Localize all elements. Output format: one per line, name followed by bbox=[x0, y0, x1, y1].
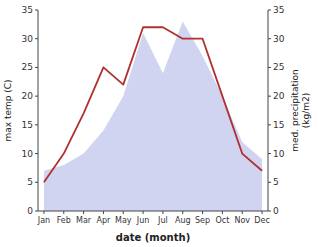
x-tick bbox=[83, 211, 84, 214]
x-axis bbox=[38, 211, 268, 212]
y2-tick bbox=[268, 124, 271, 125]
x-tick bbox=[222, 211, 223, 214]
y2-tick-label: 5 bbox=[273, 177, 279, 187]
y-tick bbox=[35, 124, 38, 125]
y2-tick-label: 15 bbox=[273, 120, 284, 130]
y-tick-label: 35 bbox=[22, 5, 33, 15]
x-tick-label: Jan bbox=[37, 216, 50, 225]
y2-tick bbox=[268, 182, 271, 183]
x-tick-label: Jul bbox=[157, 216, 168, 225]
y2-tick bbox=[268, 153, 271, 154]
right-axis bbox=[268, 10, 269, 211]
x-tick bbox=[103, 211, 104, 214]
y-tick bbox=[35, 153, 38, 154]
y2-axis-label: med. precipitation(kg/m2) bbox=[290, 69, 311, 151]
y2-tick bbox=[268, 10, 271, 11]
y-tick bbox=[35, 211, 38, 212]
y2-tick-label: 30 bbox=[273, 34, 285, 44]
y-tick bbox=[35, 67, 38, 68]
x-tick-label: Apr bbox=[97, 216, 112, 225]
x-tick bbox=[162, 211, 163, 214]
y-tick bbox=[35, 96, 38, 97]
y2-tick-label: 25 bbox=[273, 62, 284, 72]
y-tick bbox=[35, 38, 38, 39]
x-tick-label: Oct bbox=[215, 216, 229, 225]
x-tick-label: Nov bbox=[234, 216, 250, 225]
y2-tick-label: 10 bbox=[273, 149, 285, 159]
y-tick-label: 15 bbox=[22, 120, 33, 130]
x-tick bbox=[63, 211, 64, 214]
x-tick bbox=[202, 211, 203, 214]
x-tick-label: May bbox=[115, 216, 132, 225]
y2-tick-label: 20 bbox=[273, 91, 285, 101]
x-tick bbox=[262, 211, 263, 214]
x-tick bbox=[123, 211, 124, 214]
y2-tick bbox=[268, 211, 271, 212]
x-tick bbox=[143, 211, 144, 214]
y2-tick-label: 0 bbox=[273, 206, 279, 216]
precipitation-area bbox=[44, 21, 262, 211]
y-tick-label: 0 bbox=[27, 206, 33, 216]
x-axis-label: date (month) bbox=[116, 232, 190, 243]
x-tick bbox=[43, 211, 44, 214]
y-tick-label: 30 bbox=[22, 34, 34, 44]
y-tick-label: 20 bbox=[22, 91, 34, 101]
y2-tick bbox=[268, 38, 271, 39]
plot-area bbox=[44, 21, 262, 211]
x-tick-label: Sep bbox=[195, 216, 210, 225]
chart: 0 5 10 15 20 25 30 35 0 5 10 15 20 25 30 35 Jan Feb Mar Apr… bbox=[0, 0, 318, 247]
x-tick-label: Mar bbox=[76, 216, 92, 225]
y-tick bbox=[35, 10, 38, 11]
x-tick bbox=[182, 211, 183, 214]
y-axis-label: max temp (C) bbox=[3, 79, 13, 141]
y2-tick bbox=[268, 96, 271, 97]
x-tick-label: Jun bbox=[136, 216, 150, 225]
y-tick-label: 25 bbox=[22, 62, 33, 72]
y2-tick bbox=[268, 67, 271, 68]
x-tick-label: Aug bbox=[175, 216, 191, 225]
x-tick-label: Dec bbox=[254, 216, 269, 225]
y-tick-label: 5 bbox=[27, 177, 33, 187]
y-tick bbox=[35, 182, 38, 183]
left-axis bbox=[38, 10, 39, 211]
x-tick bbox=[242, 211, 243, 214]
temperature-line bbox=[44, 27, 262, 182]
y2-tick-label: 35 bbox=[273, 5, 284, 15]
x-tick-label: Feb bbox=[57, 216, 71, 225]
y-tick-label: 10 bbox=[22, 149, 34, 159]
